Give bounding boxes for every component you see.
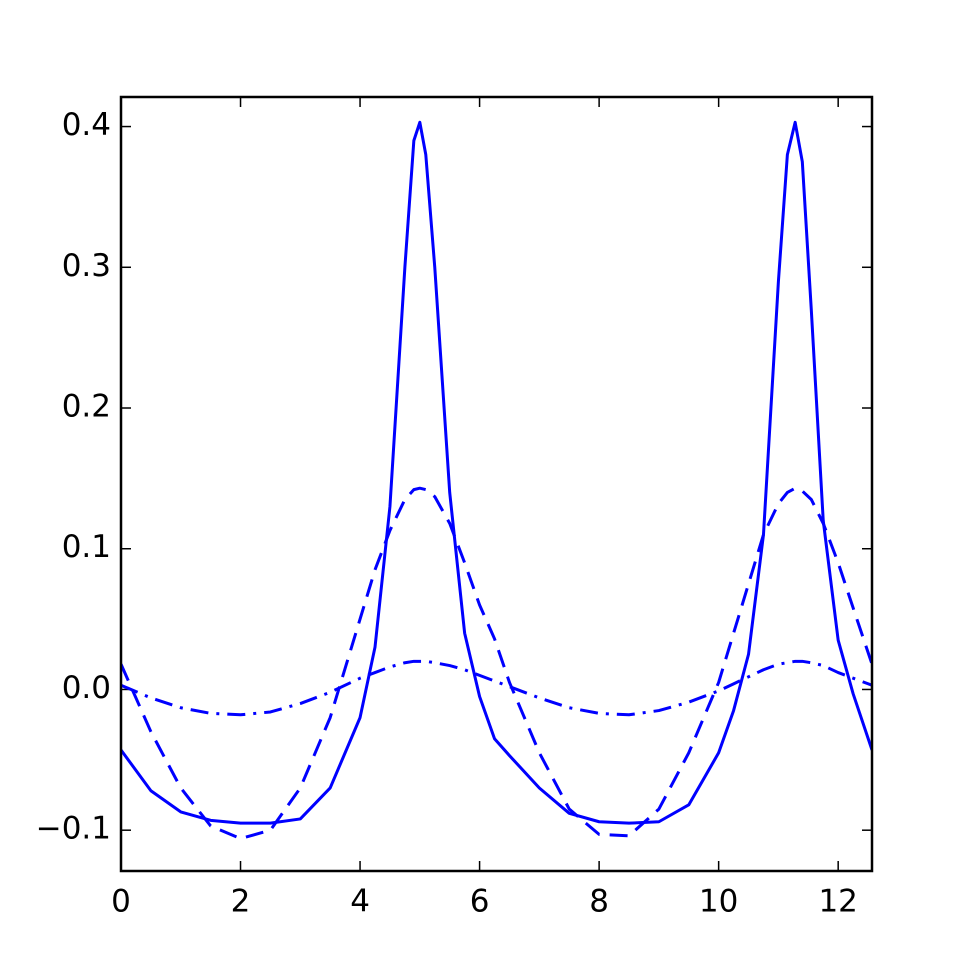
x-tick-label: 8 (589, 884, 609, 920)
x-tick-label: 12 (818, 884, 857, 920)
x-tick-label: 10 (699, 884, 738, 920)
y-tick-label: 0.1 (62, 529, 111, 565)
y-tick-label: 0.0 (62, 670, 111, 706)
y-tick-label: −0.1 (36, 811, 111, 847)
x-tick-label: 6 (470, 884, 490, 920)
line-series (121, 120, 872, 825)
y-tick-label: 0.3 (62, 248, 111, 284)
line-series (121, 659, 872, 717)
line-series (121, 486, 872, 841)
x-tick-label: 0 (111, 884, 131, 920)
x-tick-label: 2 (231, 884, 251, 920)
y-tick-label: 0.2 (62, 389, 111, 425)
x-tick-label: 4 (350, 884, 370, 920)
y-tick-label: 0.4 (62, 107, 111, 143)
plot-frame (119, 95, 874, 873)
